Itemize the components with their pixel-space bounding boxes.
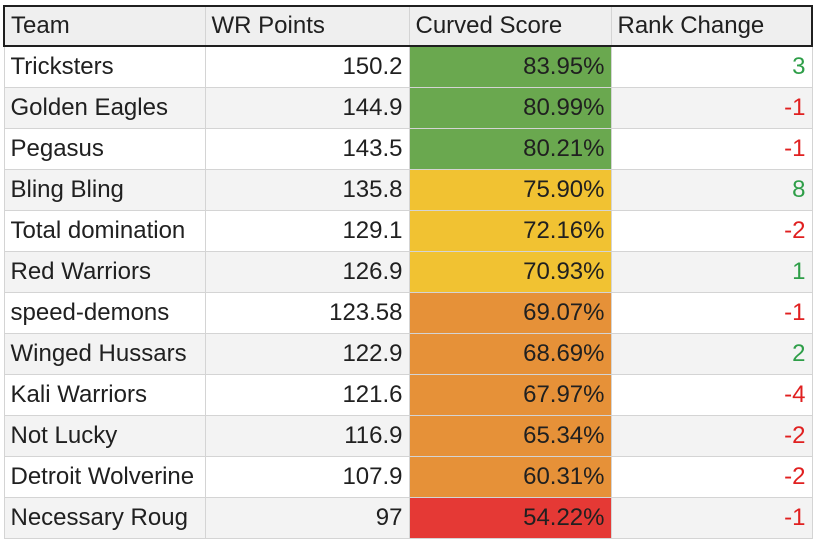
table-header: Team WR Points Curved Score Rank Change [3,5,813,47]
rank-change-cell[interactable]: -2 [610,209,813,252]
table-row: Tricksters 150.2 83.95% 3 [3,45,813,88]
team-cell[interactable]: Winged Hussars [3,332,206,375]
table-row: Golden Eagles 144.9 80.99% -1 [3,86,813,129]
curved-score-cell[interactable]: 69.07% [408,291,612,334]
rank-change-cell[interactable]: -2 [610,414,813,457]
team-cell[interactable]: Golden Eagles [3,86,206,129]
curved-score-cell[interactable]: 54.22% [408,496,612,539]
rank-change-cell[interactable]: 3 [610,45,813,88]
rank-change-cell[interactable]: -1 [610,127,813,170]
table-row: Kali Warriors 121.6 67.97% -4 [3,373,813,416]
table-row: Detroit Wolverine 107.9 60.31% -2 [3,455,813,498]
table-row: Winged Hussars 122.9 68.69% 2 [3,332,813,375]
standings-table: Team WR Points Curved Score Rank Change … [3,5,813,539]
wr-points-cell[interactable]: 122.9 [204,332,410,375]
table-row: Not Lucky 116.9 65.34% -2 [3,414,813,457]
team-cell[interactable]: Total domination [3,209,206,252]
rank-change-cell[interactable]: -1 [610,291,813,334]
table-row: Necessary Roug 97 54.22% -1 [3,496,813,539]
wr-points-cell[interactable]: 97 [204,496,410,539]
team-cell[interactable]: Detroit Wolverine [3,455,206,498]
curved-score-cell[interactable]: 70.93% [408,250,612,293]
table-row: Total domination 129.1 72.16% -2 [3,209,813,252]
team-cell[interactable]: Red Warriors [3,250,206,293]
wr-points-cell[interactable]: 121.6 [204,373,410,416]
curved-score-cell[interactable]: 75.90% [408,168,612,211]
team-cell[interactable]: Necessary Roug [3,496,206,539]
curved-score-cell[interactable]: 80.99% [408,86,612,129]
curved-score-cell[interactable]: 68.69% [408,332,612,375]
curved-score-cell[interactable]: 67.97% [408,373,612,416]
team-cell[interactable]: Kali Warriors [3,373,206,416]
header-row: Team WR Points Curved Score Rank Change [3,5,813,47]
team-cell[interactable]: Bling Bling [3,168,206,211]
wr-points-cell[interactable]: 144.9 [204,86,410,129]
team-cell[interactable]: Pegasus [3,127,206,170]
wr-points-cell[interactable]: 107.9 [204,455,410,498]
rank-change-cell[interactable]: 8 [610,168,813,211]
curved-score-cell[interactable]: 72.16% [408,209,612,252]
wr-points-cell[interactable]: 126.9 [204,250,410,293]
wr-points-cell[interactable]: 123.58 [204,291,410,334]
curved-score-cell[interactable]: 80.21% [408,127,612,170]
wr-points-cell[interactable]: 116.9 [204,414,410,457]
header-team[interactable]: Team [3,5,206,47]
curved-score-cell[interactable]: 60.31% [408,455,612,498]
wr-points-cell[interactable]: 143.5 [204,127,410,170]
rank-change-cell[interactable]: 2 [610,332,813,375]
team-cell[interactable]: speed-demons [3,291,206,334]
header-wr-points[interactable]: WR Points [204,5,410,47]
header-curved-score[interactable]: Curved Score [408,5,612,47]
table-body: Tricksters 150.2 83.95% 3 Golden Eagles 144.… [3,45,813,539]
curved-score-cell[interactable]: 65.34% [408,414,612,457]
curved-score-cell[interactable]: 83.95% [408,45,612,88]
rank-change-cell[interactable]: -1 [610,86,813,129]
wr-points-cell[interactable]: 129.1 [204,209,410,252]
table-row: Red Warriors 126.9 70.93% 1 [3,250,813,293]
header-rank-change[interactable]: Rank Change [610,5,813,47]
table-row: speed-demons 123.58 69.07% -1 [3,291,813,334]
rank-change-cell[interactable]: -2 [610,455,813,498]
table-row: Pegasus 143.5 80.21% -1 [3,127,813,170]
rank-change-cell[interactable]: -4 [610,373,813,416]
team-cell[interactable]: Tricksters [3,45,206,88]
rank-change-cell[interactable]: -1 [610,496,813,539]
wr-points-cell[interactable]: 150.2 [204,45,410,88]
table-row: Bling Bling 135.8 75.90% 8 [3,168,813,211]
wr-points-cell[interactable]: 135.8 [204,168,410,211]
rank-change-cell[interactable]: 1 [610,250,813,293]
team-cell[interactable]: Not Lucky [3,414,206,457]
